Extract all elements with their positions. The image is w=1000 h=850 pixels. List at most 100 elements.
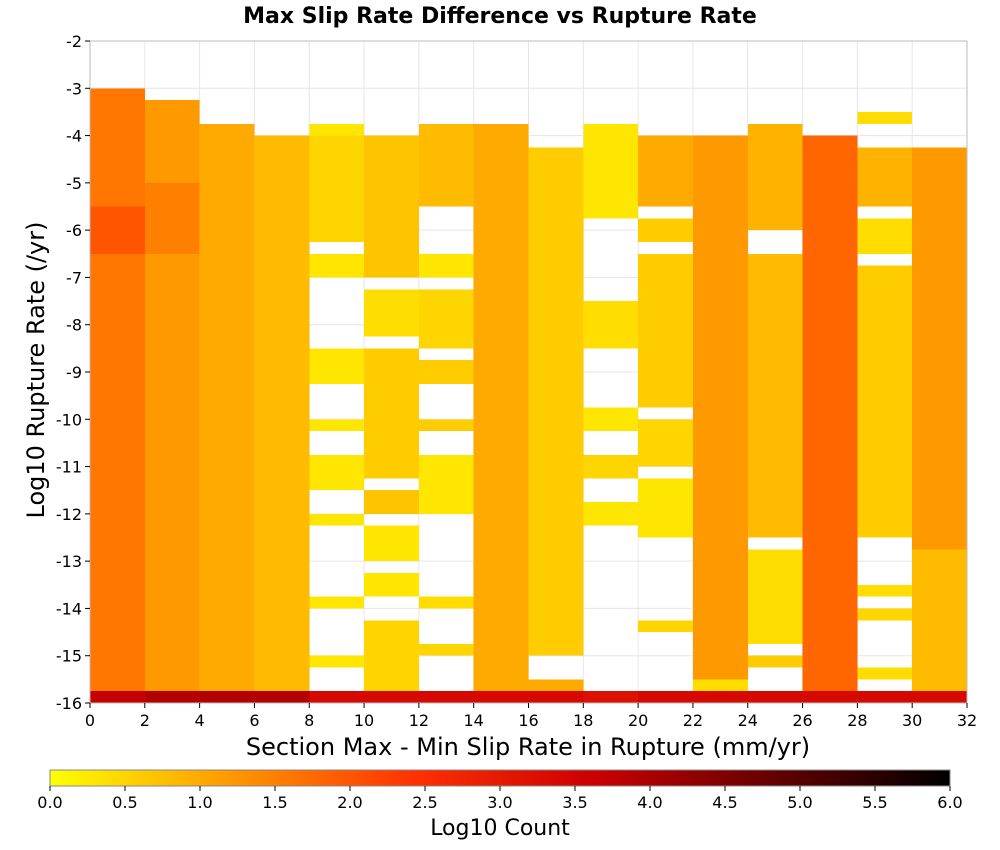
- heatmap-cell: [802, 691, 858, 703]
- heatmap-cell: [418, 360, 474, 384]
- y-tick-label: -15: [56, 647, 82, 666]
- colorbar-tick-label: 5.5: [862, 793, 887, 812]
- y-tick-label: -2: [66, 32, 82, 51]
- y-tick-label: -5: [66, 174, 82, 193]
- x-tick-label: 32: [957, 711, 977, 730]
- heatmap-cell: [364, 490, 419, 514]
- y-tick-label: -10: [56, 410, 82, 429]
- heatmap-cell: [692, 691, 748, 703]
- heatmap-cell: [747, 549, 803, 644]
- colorbar-tick-label: 0.5: [112, 793, 137, 812]
- heatmap-cell: [912, 147, 967, 550]
- x-tick-label: 14: [464, 711, 484, 730]
- x-tick-label: 0: [85, 711, 95, 730]
- heatmap-cell: [144, 691, 200, 703]
- x-tick-label: 18: [573, 711, 593, 730]
- heatmap-cell: [364, 348, 419, 479]
- heatmap-cell: [747, 655, 803, 668]
- heatmap-cell: [418, 454, 474, 514]
- colorbar-tick-label: 5.0: [787, 793, 812, 812]
- y-tick-label: -7: [66, 268, 82, 287]
- heatmap-cell: [692, 679, 748, 692]
- heatmap-cell: [857, 147, 913, 207]
- heatmap-cell: [583, 301, 639, 349]
- y-tick-label: -14: [56, 599, 82, 618]
- heatmap-cell: [747, 691, 803, 703]
- heatmap-cell: [309, 454, 365, 491]
- y-axis-label: Log10 Rupture Rate (/yr): [22, 222, 50, 519]
- chart-title: Max Slip Rate Difference vs Rupture Rate: [243, 4, 757, 29]
- x-axis-label: Section Max - Min Slip Rate in Rupture (…: [246, 733, 810, 761]
- heatmap-cell: [418, 123, 474, 207]
- heatmap-cell: [418, 691, 474, 703]
- y-tick-label: -9: [66, 363, 82, 382]
- heatmap-cell: [692, 135, 748, 680]
- colorbar-tick-label: 3.5: [562, 793, 587, 812]
- heatmap-cell: [528, 691, 584, 703]
- heatmap-cell: [638, 691, 693, 703]
- heatmap-cell: [309, 348, 365, 384]
- heatmap-cell: [199, 691, 255, 703]
- heatmap-cell: [364, 620, 419, 692]
- x-tick-label: 16: [518, 711, 538, 730]
- y-tick-label: -16: [56, 694, 82, 713]
- heatmap-cell: [364, 572, 419, 597]
- x-tick-label: 4: [195, 711, 205, 730]
- x-tick-label: 10: [354, 711, 374, 730]
- colorbar-tick-label: 4.0: [637, 793, 662, 812]
- y-axis-ticks: -2 -3 -4 -5 -6 -7 -8 -9 -10 -11 -12 -13 -14 -15 -16: [56, 32, 90, 713]
- heatmap-cell: [364, 135, 419, 278]
- heatmap-cell: [638, 620, 693, 633]
- x-tick-label: 30: [902, 711, 922, 730]
- y-tick-label: -11: [56, 458, 82, 477]
- y-tick-label: -8: [66, 316, 82, 335]
- heatmap-cell: [309, 596, 365, 609]
- heatmap-cell: [418, 419, 474, 432]
- heatmap-cell: [747, 253, 803, 538]
- heatmap-cell: [90, 206, 145, 254]
- x-tick-label: 6: [249, 711, 259, 730]
- heatmap-cell: [418, 289, 474, 349]
- heatmap-cell: [638, 478, 693, 538]
- y-tick-label: -6: [66, 221, 82, 240]
- colorbar: [49, 769, 951, 787]
- heatmap-cell: [638, 253, 693, 408]
- heatmap-cell: [309, 419, 365, 432]
- heatmap-cell: [583, 691, 639, 703]
- heatmap-cell: [473, 691, 529, 703]
- heatmap-cell: [857, 608, 913, 621]
- heatmap-cell: [857, 265, 913, 538]
- colorbar-tick-label: 0.0: [37, 793, 62, 812]
- x-tick-label: 26: [792, 711, 812, 730]
- heatmap-cell: [638, 419, 693, 467]
- x-tick-label: 20: [628, 711, 648, 730]
- colorbar-tick-label: 1.0: [187, 793, 212, 812]
- heatmap-cell: [857, 584, 913, 597]
- x-axis-ticks: 0 2 4 6 8 10 12 14 16 18 20 22 24 26 28 30 32: [85, 703, 977, 730]
- heatmap-cell: [254, 135, 310, 692]
- heatmap-cell: [583, 123, 639, 219]
- heatmap-cell: [583, 502, 639, 526]
- heatmap-cell: [199, 123, 255, 692]
- x-tick-label: 8: [304, 711, 314, 730]
- x-tick-label: 24: [738, 711, 758, 730]
- heatmap-cell: [857, 667, 913, 680]
- colorbar-tick-label: 2.5: [412, 793, 437, 812]
- x-tick-label: 12: [409, 711, 429, 730]
- heatmap-cell: [802, 135, 858, 692]
- y-tick-label: -13: [56, 552, 82, 571]
- heatmap-cell: [309, 513, 365, 526]
- colorbar-tick-label: 3.0: [487, 793, 512, 812]
- heatmap-cell: [309, 691, 365, 703]
- heatmap-cell: [638, 218, 693, 242]
- colorbar-tick-label: 2.0: [337, 793, 362, 812]
- heatmap-cell: [309, 655, 365, 668]
- colorbar-tick-label: 6.0: [937, 793, 962, 812]
- heatmap-cell: [309, 135, 365, 242]
- y-tick-label: -3: [66, 79, 82, 98]
- y-tick-label: -4: [66, 127, 82, 146]
- colorbar-label: Log10 Count: [430, 816, 570, 841]
- colorbar-ticks: 0.0 0.5 1.0 1.5 2.0 2.5 3.0 3.5 4.0 4.5 5.0 5.5 6.0: [37, 786, 963, 812]
- heatmap-cells: [90, 88, 967, 703]
